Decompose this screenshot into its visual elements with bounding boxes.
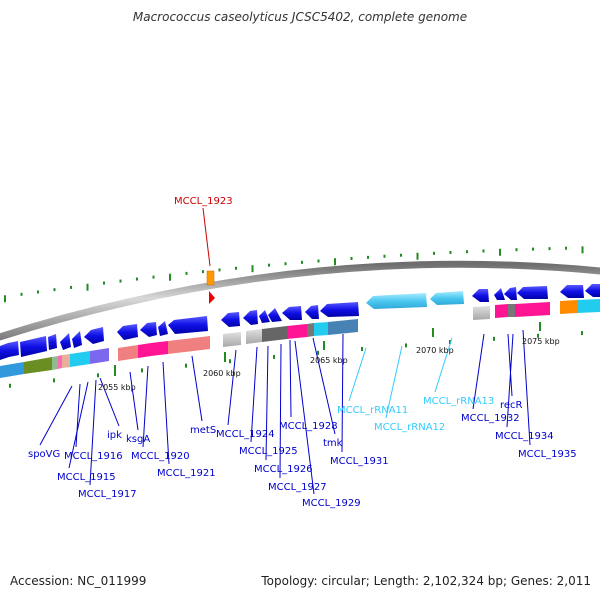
gene-label-spovg: spoVG [28, 449, 60, 460]
rrna-arrow [366, 293, 427, 309]
feature-track [0, 299, 600, 378]
leader-line [385, 345, 403, 419]
gene-label-mccl-rrna13: MCCL_rRNA13 [423, 396, 494, 407]
leader-line [68, 381, 89, 469]
axis-label-2055: 2055 kbp [98, 383, 136, 392]
gene-label-recr: recR [500, 400, 523, 411]
axis-label-2070: 2070 kbp [416, 346, 454, 355]
topology-text: Topology: circular; Length: 2,102,324 bp… [261, 574, 591, 588]
gene-label-mccl-1935: MCCL_1935 [518, 449, 577, 460]
axis-labels: 2055 kbp 2060 kbp 2065 kbp 2070 kbp 2075… [98, 322, 560, 392]
leader-line [294, 340, 315, 495]
gene-label-mccl-1934: MCCL_1934 [495, 431, 554, 442]
gene-label-ipk: ipk [107, 430, 122, 441]
gene-arrow [48, 334, 57, 350]
rrna-arrow [430, 291, 464, 305]
leader-lines [39, 329, 531, 495]
gene-arrow [585, 284, 600, 297]
gene-label-mccl-1932: MCCL_1932 [461, 413, 520, 424]
gene-arrow [84, 327, 104, 344]
gene-arrow [259, 310, 270, 323]
accession-text: Accession: NC_011999 [10, 574, 147, 588]
leader-line [265, 345, 269, 461]
gene-label-mets: metS [190, 425, 216, 436]
gene-arrow [117, 324, 138, 340]
gene-arrow [560, 285, 584, 298]
leader-line [75, 383, 81, 448]
gene-label-mccl-1920: MCCL_1920 [131, 451, 190, 462]
gene-label-mccl-1916: MCCL_1916 [64, 451, 123, 462]
leader-line [191, 355, 203, 422]
gene-arrow [504, 287, 517, 300]
highlight-marker: MCCL_1923 [174, 196, 233, 304]
gene-arrow [517, 286, 548, 299]
leader-line [279, 343, 282, 479]
leader-line [129, 371, 139, 431]
gene-arrow [168, 316, 208, 334]
gene-arrow [0, 341, 19, 360]
leader-line [348, 347, 367, 402]
leader-line [142, 365, 149, 448]
leader-line [39, 385, 73, 446]
axis-label-2060: 2060 kbp [203, 369, 241, 378]
leader-line [89, 379, 97, 486]
gene-label-mccl-1921: MCCL_1921 [157, 468, 216, 479]
leader-line [289, 339, 292, 418]
axis-label-2075: 2075 kbp [522, 337, 560, 346]
gene-arrow [158, 321, 168, 336]
gene-arrow [221, 312, 240, 327]
leader-line [522, 329, 531, 446]
leader-line [506, 333, 514, 428]
gene-label-tmk: tmk [323, 438, 343, 449]
gene-label-mccl-1924: MCCL_1924 [216, 429, 275, 440]
gene-label-mccl-1928: MCCL_1928 [279, 421, 338, 432]
genome-backbone [0, 260, 600, 341]
gene-arrow [305, 305, 319, 319]
gene-label-ksga: ksgA [126, 434, 150, 445]
leader-line [312, 337, 336, 435]
leader-line [434, 337, 453, 393]
gene-label-mccl-1929: MCCL_1929 [302, 498, 361, 509]
gene-arrow [60, 333, 71, 350]
gene-label-mccl-1923: MCCL_1923 [174, 196, 233, 207]
axis-label-2065: 2065 kbp [310, 356, 348, 365]
gene-arrow [320, 302, 359, 317]
gene-arrow [268, 308, 282, 322]
gene-label-mccl-1925: MCCL_1925 [239, 446, 298, 457]
gene-label-mccl-1915: MCCL_1915 [57, 472, 116, 483]
gene-arrow [243, 310, 258, 325]
leader-line [341, 333, 344, 453]
gene-arrow [140, 322, 157, 337]
gene-arrow [72, 331, 82, 348]
gene-arrow [472, 289, 489, 302]
gene-arrow [20, 336, 47, 357]
gene-label-mccl-1917: MCCL_1917 [78, 489, 137, 500]
leader-line [472, 333, 485, 410]
leader-line [162, 361, 170, 465]
genome-title: Macrococcus caseolyticus JCSC5402, compl… [132, 10, 468, 24]
gene-label-mccl-1926: MCCL_1926 [254, 464, 313, 475]
gene-label-mccl-1927: MCCL_1927 [268, 482, 327, 493]
leader-line [250, 346, 258, 443]
gene-label-mccl-1931: MCCL_1931 [330, 456, 389, 467]
gene-arrow [282, 306, 302, 320]
gene-label-mccl-rrna12: MCCL_rRNA12 [374, 422, 445, 433]
leader-line [99, 377, 120, 427]
leader-line [507, 333, 513, 397]
gene-labels: spoVG MCCL_1916 MCCL_1915 MCCL_1917 ipk ksgA M… [28, 396, 577, 509]
gene-arrow [494, 288, 505, 300]
tick-ring [4, 246, 584, 388]
gene-label-mccl-rrna11: MCCL_rRNA11 [337, 405, 408, 416]
leader-line [227, 349, 237, 426]
gene-track [0, 284, 600, 360]
